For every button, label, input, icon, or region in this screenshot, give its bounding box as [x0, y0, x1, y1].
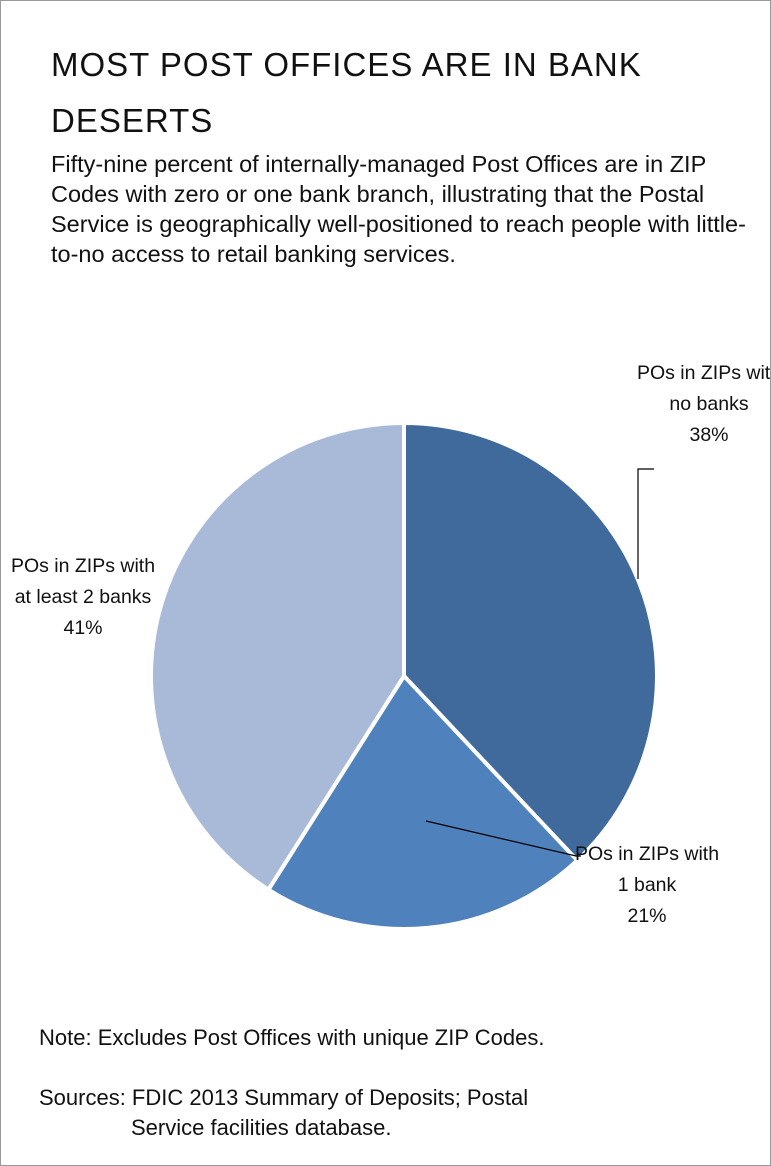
note: Sources: FDIC 2013 Summary of Deposits; … — [39, 1085, 529, 1140]
data-label: POs in ZIPs with no banks 38% — [634, 358, 771, 451]
chart-subtitle: Fifty-nine percent of internally-managed… — [51, 151, 746, 267]
leader-line — [637, 468, 654, 579]
note: Note: Excludes Post Offices with unique … — [39, 1025, 545, 1050]
slice-label: POs in ZIPs with 1 bank — [574, 843, 720, 896]
chart-title: MOST POST OFFICES ARE IN BANK DESERTS — [51, 46, 642, 139]
value-label: 38% — [689, 424, 729, 446]
pie-slice — [402, 421, 659, 863]
pie-slice — [149, 421, 406, 892]
data-label: POs in ZIPs with at least 2 banks 41% — [8, 551, 158, 644]
slice-label: POs in ZIPs with at least 2 banks — [10, 555, 156, 608]
data-label: POs in ZIPs with 1 bank 21% — [572, 839, 722, 932]
leader-line — [425, 820, 581, 857]
value-label: 41% — [63, 617, 103, 639]
pie-slice — [266, 674, 580, 931]
value-label: 21% — [627, 905, 667, 927]
slice-label: POs in ZIPs with no banks — [636, 362, 771, 415]
